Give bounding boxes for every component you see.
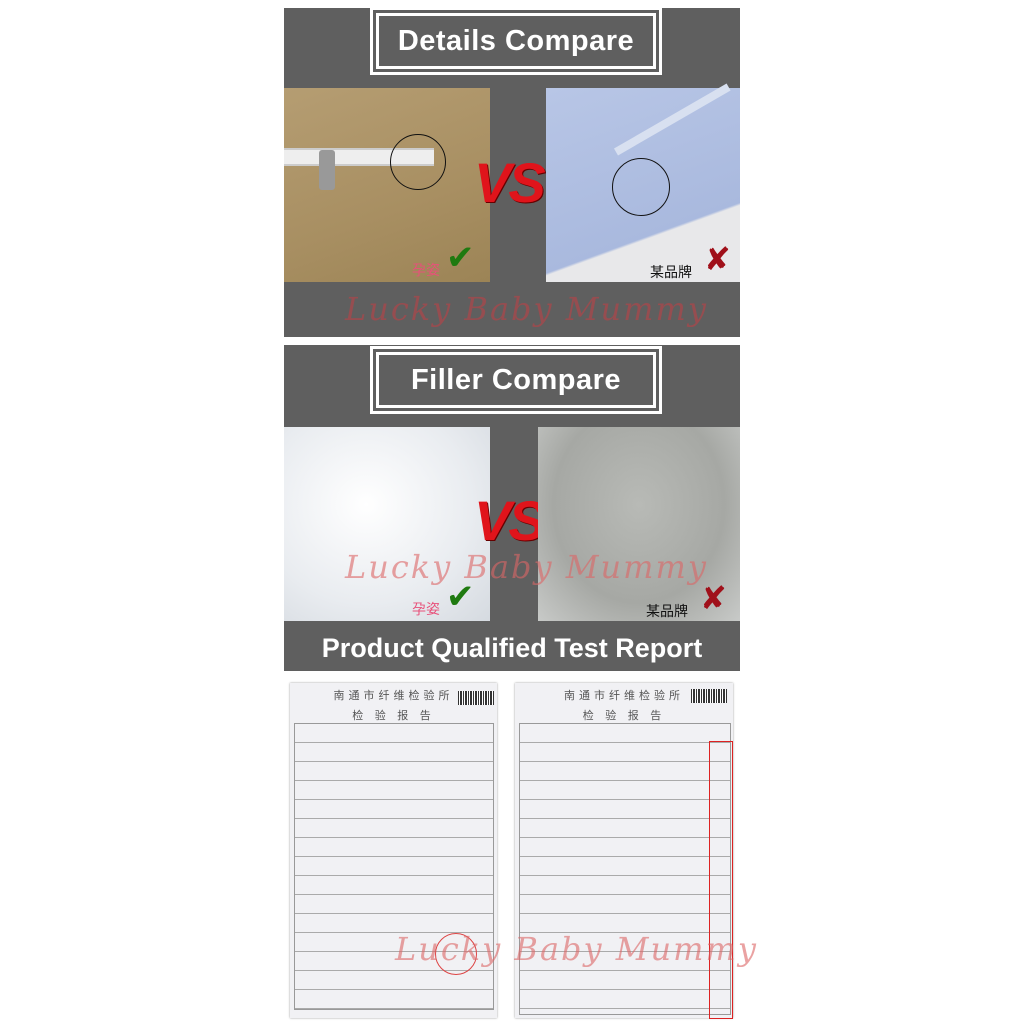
doc-table xyxy=(519,723,731,1015)
barcode xyxy=(691,689,727,703)
zipper-pull xyxy=(319,150,335,190)
report-title: Product Qualified Test Report xyxy=(321,632,703,663)
red-cross-icon: ✘ xyxy=(704,240,731,278)
doc-org: 南通市纤维检验所 xyxy=(564,689,684,702)
filler-title: Filler Compare xyxy=(376,352,656,408)
doc-title: 检 验 报 告 xyxy=(582,709,666,722)
filler-vs: VS xyxy=(474,489,546,552)
official-seal xyxy=(435,933,477,975)
doc-org: 南通市纤维检验所 xyxy=(333,689,454,702)
good-brand-label: 孕姿 xyxy=(412,602,440,618)
highlight-box xyxy=(709,741,733,1019)
watermark: Lucky Baby Mummy xyxy=(345,548,708,586)
details-bad-photo: 某品牌 ✘ xyxy=(546,83,740,282)
watermark: Lucky Baby Mummy xyxy=(395,930,758,968)
detail-circle xyxy=(612,158,670,216)
green-check-icon: ✔ xyxy=(446,577,475,617)
detail-circle xyxy=(390,134,446,190)
red-cross-icon: ✘ xyxy=(700,579,727,617)
details-good-photo: 孕姿 ✔ xyxy=(284,88,490,282)
report-document-page-1: 南通市纤维检验所 检 验 报 告 xyxy=(290,683,497,1018)
doc-title: 检 验 报 告 xyxy=(352,709,435,722)
good-brand-label: 孕姿 xyxy=(412,263,440,279)
bad-brand-label: 某品牌 xyxy=(650,265,692,281)
barcode xyxy=(458,691,494,705)
watermark: Lucky Baby Mummy xyxy=(345,290,708,328)
report-document-page-2: 南通市纤维检验所 检 验 报 告 xyxy=(435,683,733,1019)
details-title: Details Compare xyxy=(376,13,656,69)
green-check-icon: ✔ xyxy=(446,238,475,278)
zipper xyxy=(614,83,731,156)
bad-brand-label: 某品牌 xyxy=(646,604,688,620)
filler-bad-photo: 某品牌 ✘ xyxy=(538,427,740,621)
details-vs: VS xyxy=(474,151,546,214)
filler-good-photo: 孕姿 ✔ xyxy=(284,427,490,621)
